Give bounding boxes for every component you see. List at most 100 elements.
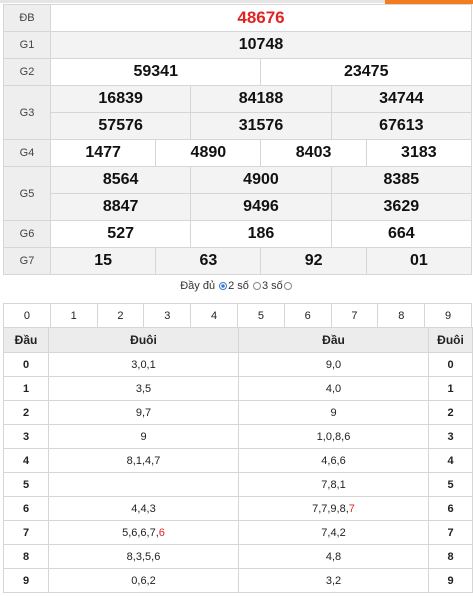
row-key-right: 5 [428, 472, 473, 497]
row-g5-a: G5 8564 4900 8385 [3, 166, 473, 221]
display-options: Đầy đủ 2 số 3 số [0, 280, 473, 292]
g7-value-4: 01 [365, 247, 473, 275]
prize-label-g7: G7 [3, 247, 51, 275]
row-g3-b: 57576 31576 67613 [4, 112, 473, 140]
top-accent-bar [0, 0, 473, 4]
option-three-digits-label[interactable]: 3 số [261, 280, 283, 292]
loto-row: 7 5,6,6,7,6 7,4,2 7 [3, 520, 473, 545]
g5-value-5: 9496 [190, 193, 332, 221]
g5-value-4: 8847 [49, 193, 192, 221]
row-g3-a: G3 16839 84188 34744 [3, 85, 473, 140]
g5-value-2: 4900 [190, 166, 332, 194]
digit-filter-9[interactable]: 9 [424, 303, 472, 328]
digit-filter-8[interactable]: 8 [377, 303, 426, 328]
tails-cell: 3,5 [48, 376, 239, 401]
tails-cell: 3,0,1 [48, 352, 239, 377]
g3-value-4: 57576 [49, 112, 192, 140]
digit-filter-5[interactable]: 5 [236, 303, 285, 328]
g5-value-1: 8564 [49, 166, 192, 194]
radio-extra-icon[interactable] [283, 282, 292, 290]
g7-value-3: 92 [260, 247, 367, 275]
row-g2: G2 59341 23475 [3, 58, 472, 86]
row-key: 7 [3, 520, 49, 545]
g6-value-3: 664 [330, 220, 473, 248]
loto-row: 9 0,6,2 3,2 9 [3, 568, 473, 593]
tails-cell: 9,7 [48, 400, 239, 425]
g7-value-1: 15 [49, 247, 157, 275]
prize-label-g4: G4 [3, 139, 51, 167]
row-key: 9 [3, 568, 49, 593]
prize-label-g1: G1 [3, 31, 51, 59]
g2-value-2: 23475 [260, 58, 472, 86]
g4-value-2: 4890 [155, 139, 262, 167]
g4-value-1: 1477 [49, 139, 157, 167]
loto-row: 6 4,4,3 7,7,9,8,7 6 [3, 496, 473, 521]
option-two-digits-label[interactable]: 2 số [228, 280, 249, 292]
g4-value-3: 8403 [260, 139, 367, 167]
special-prize-value: 48676 [50, 4, 472, 32]
row-g6: G6 527 186 664 [3, 220, 473, 248]
row-g4: G4 1477 4890 8403 3183 [3, 139, 473, 167]
digit-filter-7[interactable]: 7 [330, 303, 379, 328]
row-key-right: 8 [428, 544, 473, 569]
loto-row: 0 3,0,1 9,0 0 [3, 352, 473, 377]
g1-value: 10748 [50, 31, 472, 59]
row-key-right: 9 [428, 568, 473, 593]
digit-filter-row: 0 1 2 3 4 5 6 7 8 9 [3, 303, 472, 328]
header-dau-left: Đầu [3, 327, 49, 353]
tails-highlight: 6 [158, 526, 165, 539]
top-bar-orange [385, 0, 473, 4]
results-table: ĐB 48676 G1 10748 G2 59341 23475 G3 1683… [3, 4, 473, 275]
g2-value-1: 59341 [49, 58, 262, 86]
row-key-right: 1 [428, 376, 473, 401]
g3-value-1: 16839 [49, 85, 192, 113]
radio-three-digits-icon[interactable] [252, 282, 261, 290]
row-key: 0 [3, 352, 49, 377]
g5-value-6: 3629 [330, 193, 473, 221]
heads-highlight: 7 [348, 502, 355, 515]
heads-cell: 4,6,6 [238, 448, 429, 473]
heads-cell: 7,4,2 [238, 520, 429, 545]
heads-cell: 4,0 [238, 376, 429, 401]
header-duoi-right: Đuôi [428, 327, 473, 353]
tails-cell: 4,4,3 [48, 496, 239, 521]
loto-row: 5 7,8,1 5 [3, 472, 473, 497]
radio-two-digits-icon[interactable] [219, 282, 228, 290]
g5-value-3: 8385 [330, 166, 473, 194]
digit-filter-3[interactable]: 3 [143, 303, 192, 328]
tails-cell: 9 [48, 424, 239, 449]
heads-cell: 7,7,9,8,7 [238, 496, 429, 521]
top-bar-gray [0, 0, 385, 3]
digit-filter-0[interactable]: 0 [3, 303, 51, 328]
row-key: 2 [3, 400, 49, 425]
loto-row: 4 8,1,4,7 4,6,6 4 [3, 448, 473, 473]
tails-cell: 8,3,5,6 [48, 544, 239, 569]
heads-cell: 9,0 [238, 352, 429, 377]
digit-filter-6[interactable]: 6 [283, 303, 332, 328]
row-key-right: 7 [428, 520, 473, 545]
loto-header-row: Đầu Đuôi Đầu Đuôi [3, 327, 473, 353]
g7-value-2: 63 [155, 247, 262, 275]
row-key-right: 3 [428, 424, 473, 449]
digit-filter-4[interactable]: 4 [190, 303, 238, 328]
heads-cell: 9 [238, 400, 429, 425]
tails-cell: 0,6,2 [48, 568, 239, 593]
digit-filter-1[interactable]: 1 [49, 303, 98, 328]
row-key-right: 2 [428, 400, 473, 425]
row-key: 6 [3, 496, 49, 521]
row-key-right: 4 [428, 448, 473, 473]
tails-cell [48, 472, 239, 497]
option-full-label[interactable]: Đầy đủ [180, 280, 216, 292]
row-g5-b: 8847 9496 3629 [4, 193, 473, 221]
heads-cell: 1,0,8,6 [238, 424, 429, 449]
loto-row: 1 3,5 4,0 1 [3, 376, 473, 401]
row-key-right: 0 [428, 352, 473, 377]
g6-value-1: 527 [49, 220, 192, 248]
digit-filter-2[interactable]: 2 [96, 303, 145, 328]
row-g1: G1 10748 [3, 31, 472, 59]
prize-label-g2: G2 [3, 58, 51, 86]
tails-cell: 8,1,4,7 [48, 448, 239, 473]
loto-row: 3 9 1,0,8,6 3 [3, 424, 473, 449]
tails-cell: 5,6,6,7,6 [48, 520, 239, 545]
